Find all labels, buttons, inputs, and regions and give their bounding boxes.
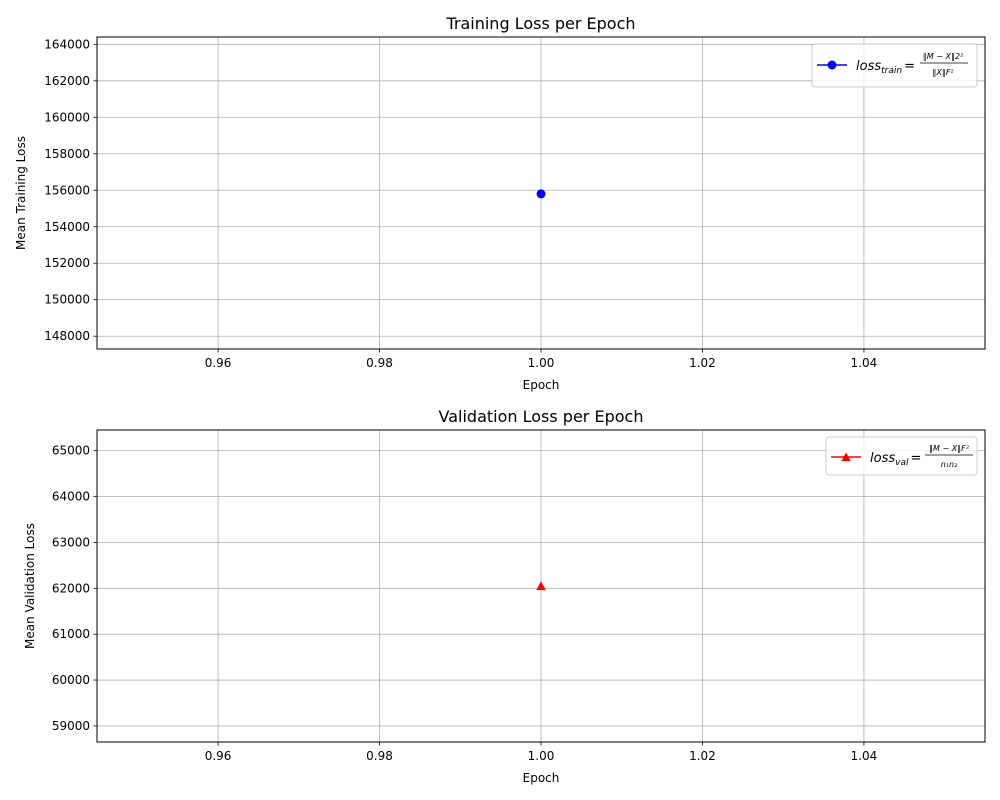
x-tick-label: 0.98 bbox=[366, 356, 393, 370]
training-loss-chart: Training Loss per Epoch 0.96 0.98 1.00 1.02… bbox=[14, 14, 986, 392]
x-tick-label: 1.02 bbox=[689, 356, 716, 370]
legend-fraction-numerator: ‖M − X‖2² bbox=[923, 52, 964, 61]
y-tick-label: 162000 bbox=[44, 74, 90, 88]
x-tick-label: 0.96 bbox=[205, 749, 232, 763]
y-tick-label: 164000 bbox=[44, 37, 90, 51]
legend: lossval = ‖M − X‖F² n₁n₂ bbox=[825, 436, 978, 476]
legend-label: lossval = bbox=[870, 451, 921, 468]
data-point bbox=[536, 189, 546, 199]
y-axis-label: Mean Training Loss bbox=[14, 136, 28, 250]
y-tick-label: 156000 bbox=[44, 183, 90, 197]
chart-title: Validation Loss per Epoch bbox=[439, 407, 644, 426]
y-tick-label: 61000 bbox=[52, 627, 90, 641]
series-layer bbox=[536, 189, 546, 199]
legend-label: losstrain = bbox=[856, 59, 915, 76]
legend-box bbox=[811, 43, 978, 88]
x-tick-label: 1.00 bbox=[528, 749, 555, 763]
data-point bbox=[536, 581, 546, 591]
y-tick-label: 152000 bbox=[44, 256, 90, 270]
x-axis-label: Epoch bbox=[523, 771, 560, 785]
y-tick-label: 158000 bbox=[44, 147, 90, 161]
y-tick-label: 150000 bbox=[44, 293, 90, 307]
y-tick-label: 65000 bbox=[52, 444, 90, 458]
y-tick-label: 60000 bbox=[52, 673, 90, 687]
grid-lines bbox=[97, 430, 985, 742]
chart-title: Training Loss per Epoch bbox=[445, 14, 635, 33]
legend-box bbox=[825, 436, 978, 476]
y-tick-label: 148000 bbox=[44, 329, 90, 343]
y-tick-label: 59000 bbox=[52, 719, 90, 733]
x-axis-label: Epoch bbox=[523, 378, 560, 392]
legend: losstrain = ‖M − X‖2² ‖X‖F² bbox=[811, 43, 978, 88]
y-tick-label: 154000 bbox=[44, 220, 90, 234]
validation-loss-chart: Validation Loss per Epoch 0.96 0.98 1.00 1.… bbox=[23, 407, 986, 785]
legend-marker bbox=[827, 60, 837, 70]
y-axis-label: Mean Validation Loss bbox=[23, 523, 37, 649]
legend-fraction-denominator: n₁n₂ bbox=[941, 460, 958, 469]
y-tick-label: 160000 bbox=[44, 110, 90, 124]
y-tick-label: 62000 bbox=[52, 581, 90, 595]
x-tick-label: 0.96 bbox=[205, 356, 232, 370]
legend-marker bbox=[841, 452, 851, 461]
legend-fraction-numerator: ‖M − X‖F² bbox=[929, 444, 970, 453]
y-tick-label: 64000 bbox=[52, 490, 90, 504]
y-tick-label: 63000 bbox=[52, 535, 90, 549]
series-layer bbox=[536, 581, 546, 591]
x-tick-label: 1.02 bbox=[689, 749, 716, 763]
axis-ticks: 0.96 0.98 1.00 1.02 1.04 59000 60000 61000 62000… bbox=[52, 444, 877, 763]
x-tick-label: 1.04 bbox=[851, 356, 878, 370]
legend-fraction-denominator: ‖X‖F² bbox=[932, 68, 954, 77]
x-tick-label: 1.04 bbox=[851, 749, 878, 763]
x-tick-label: 1.00 bbox=[528, 356, 555, 370]
x-tick-label: 0.98 bbox=[366, 749, 393, 763]
axis-ticks: 0.96 0.98 1.00 1.02 1.04 148000 150000 152000 15… bbox=[44, 37, 877, 370]
